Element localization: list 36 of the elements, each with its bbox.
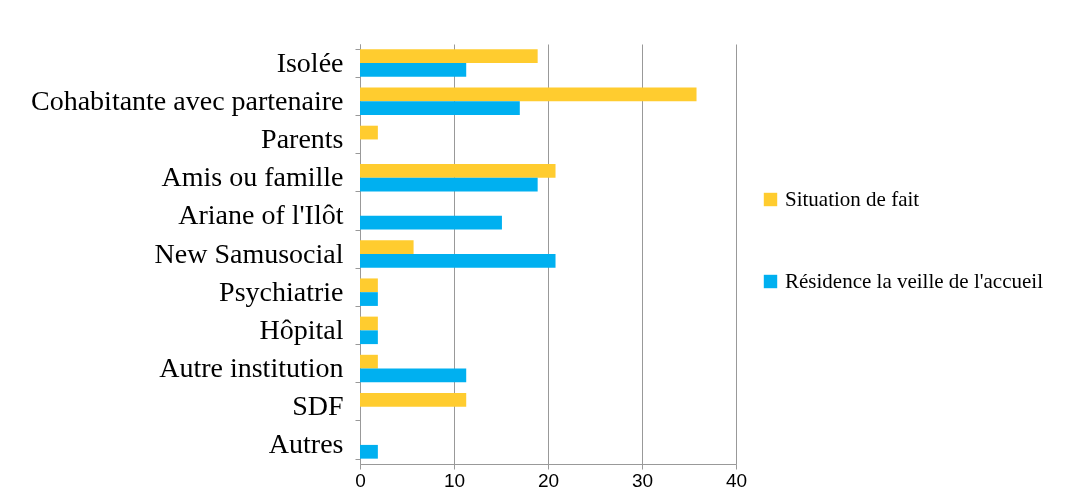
y-tick-label: New Samusocial: [154, 237, 344, 269]
y-tick-label: Autre institution: [159, 352, 344, 384]
bar: [360, 392, 467, 407]
bar: [360, 368, 467, 383]
x-tick-label: 40: [725, 469, 748, 491]
bar: [360, 125, 378, 140]
bar: [360, 49, 538, 64]
bar: [360, 63, 467, 77]
y-tick-label: Ariane of l'Ilôt: [178, 199, 344, 231]
y-tick-label: Hôpital: [259, 313, 344, 345]
bar: [360, 330, 378, 345]
bar: [360, 240, 414, 254]
legend-label: Situation de fait: [785, 186, 920, 211]
bar: [360, 87, 697, 102]
bar: [360, 177, 538, 192]
x-tick-label: 0: [355, 469, 366, 491]
y-tick-label: Psychiatrie: [219, 275, 344, 307]
y-tick-label: Parents: [261, 122, 344, 154]
x-tick-label: 30: [631, 469, 654, 491]
y-tick-label: SDF: [292, 390, 344, 422]
x-tick-label: 10: [443, 469, 466, 491]
y-tick-label: Amis ou famille: [161, 161, 344, 193]
y-tick-label: Isolée: [276, 46, 344, 78]
bar: [360, 278, 378, 293]
x-tick-label: 20: [537, 469, 560, 491]
legend-label: Résidence la veille de l'accueil: [785, 268, 1044, 293]
y-tick-label: Autres: [268, 428, 344, 460]
bar: [360, 354, 378, 369]
y-tick-label: Cohabitante avec partenaire: [31, 84, 344, 116]
bar: [360, 101, 520, 116]
bar: [360, 316, 378, 331]
bar: [360, 444, 378, 459]
bar: [360, 254, 556, 268]
bar: [360, 292, 378, 306]
bar: [360, 215, 502, 230]
bar: [360, 163, 556, 178]
